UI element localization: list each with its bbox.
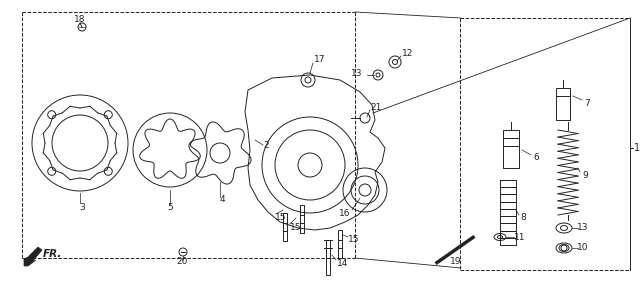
- Bar: [556, 88, 570, 120]
- Text: 3: 3: [79, 203, 85, 212]
- Text: 15: 15: [348, 235, 360, 244]
- Text: 10: 10: [577, 244, 589, 253]
- Bar: [503, 130, 519, 168]
- Text: FR.: FR.: [43, 249, 62, 259]
- Text: 6: 6: [533, 154, 539, 163]
- Text: 18: 18: [74, 15, 86, 24]
- Text: 1: 1: [634, 143, 640, 153]
- Text: 7: 7: [584, 98, 589, 107]
- Bar: [300, 205, 304, 233]
- Text: 13: 13: [351, 69, 362, 77]
- Bar: [283, 213, 287, 241]
- Text: 13: 13: [577, 224, 589, 232]
- Text: 14: 14: [337, 259, 348, 268]
- Text: 8: 8: [520, 213, 525, 222]
- Text: 15: 15: [290, 224, 301, 232]
- Polygon shape: [24, 247, 42, 266]
- Text: 4: 4: [219, 196, 225, 204]
- Text: 15: 15: [275, 213, 287, 222]
- Bar: [338, 230, 342, 258]
- Text: 9: 9: [582, 170, 588, 179]
- Text: 11: 11: [514, 232, 525, 241]
- Text: 19: 19: [451, 257, 461, 266]
- Text: 12: 12: [402, 48, 413, 57]
- Text: 5: 5: [167, 203, 173, 213]
- Bar: [326, 240, 330, 275]
- Text: 20: 20: [176, 257, 188, 266]
- Text: 16: 16: [339, 209, 350, 218]
- Text: 2: 2: [263, 141, 269, 150]
- Text: 21: 21: [370, 103, 381, 111]
- Text: 17: 17: [314, 54, 326, 64]
